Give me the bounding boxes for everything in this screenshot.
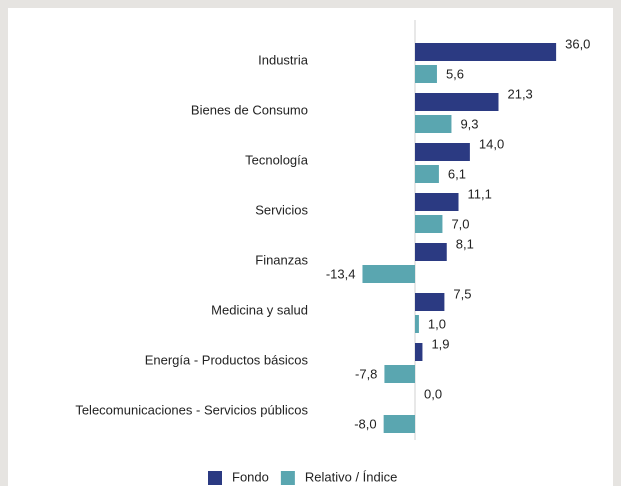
data-label: 1,9 — [431, 336, 449, 351]
category-label: Telecomunicaciones - Servicios públicos — [75, 402, 308, 417]
bar — [415, 115, 452, 133]
bar — [415, 93, 499, 111]
data-label: 5,6 — [446, 66, 464, 81]
data-label: 36,0 — [565, 36, 590, 51]
data-label: 7,5 — [453, 286, 471, 301]
panel — [8, 8, 613, 486]
category-label: Industria — [258, 52, 309, 67]
category-label: Medicina y salud — [211, 302, 308, 317]
category-label: Servicios — [255, 202, 308, 217]
data-label: 11,1 — [468, 186, 492, 201]
bar — [415, 215, 443, 233]
category-label: Bienes de Consumo — [191, 102, 308, 117]
bar — [415, 293, 445, 311]
data-label: -7,8 — [355, 366, 377, 381]
bar — [415, 315, 419, 333]
data-label: 7,0 — [451, 216, 469, 231]
data-label: 8,1 — [456, 236, 474, 251]
bar — [362, 265, 415, 283]
legend-label: Relativo / Índice — [305, 469, 398, 484]
data-label: 14,0 — [479, 136, 504, 151]
category-label: Tecnología — [245, 152, 309, 167]
legend-swatch — [280, 471, 295, 485]
bar — [415, 343, 423, 361]
legend-swatch — [208, 471, 222, 485]
category-label: Finanzas — [255, 252, 308, 267]
bar — [415, 165, 439, 183]
bar — [415, 193, 459, 211]
legend-label: Fondo — [232, 469, 269, 484]
data-label: 21,3 — [507, 86, 532, 101]
data-label: 0,0 — [424, 386, 442, 401]
bar — [384, 365, 415, 383]
bar — [415, 143, 470, 161]
data-label: -13,4 — [326, 266, 356, 281]
bar — [415, 243, 447, 261]
bar — [415, 65, 437, 83]
bar — [415, 43, 557, 61]
data-label: 9,3 — [460, 116, 478, 131]
data-label: 1,0 — [428, 316, 446, 331]
category-label: Energía - Productos básicos — [145, 352, 309, 367]
bar — [383, 415, 415, 433]
data-label: 6,1 — [448, 166, 466, 181]
data-label: -8,0 — [354, 416, 376, 431]
